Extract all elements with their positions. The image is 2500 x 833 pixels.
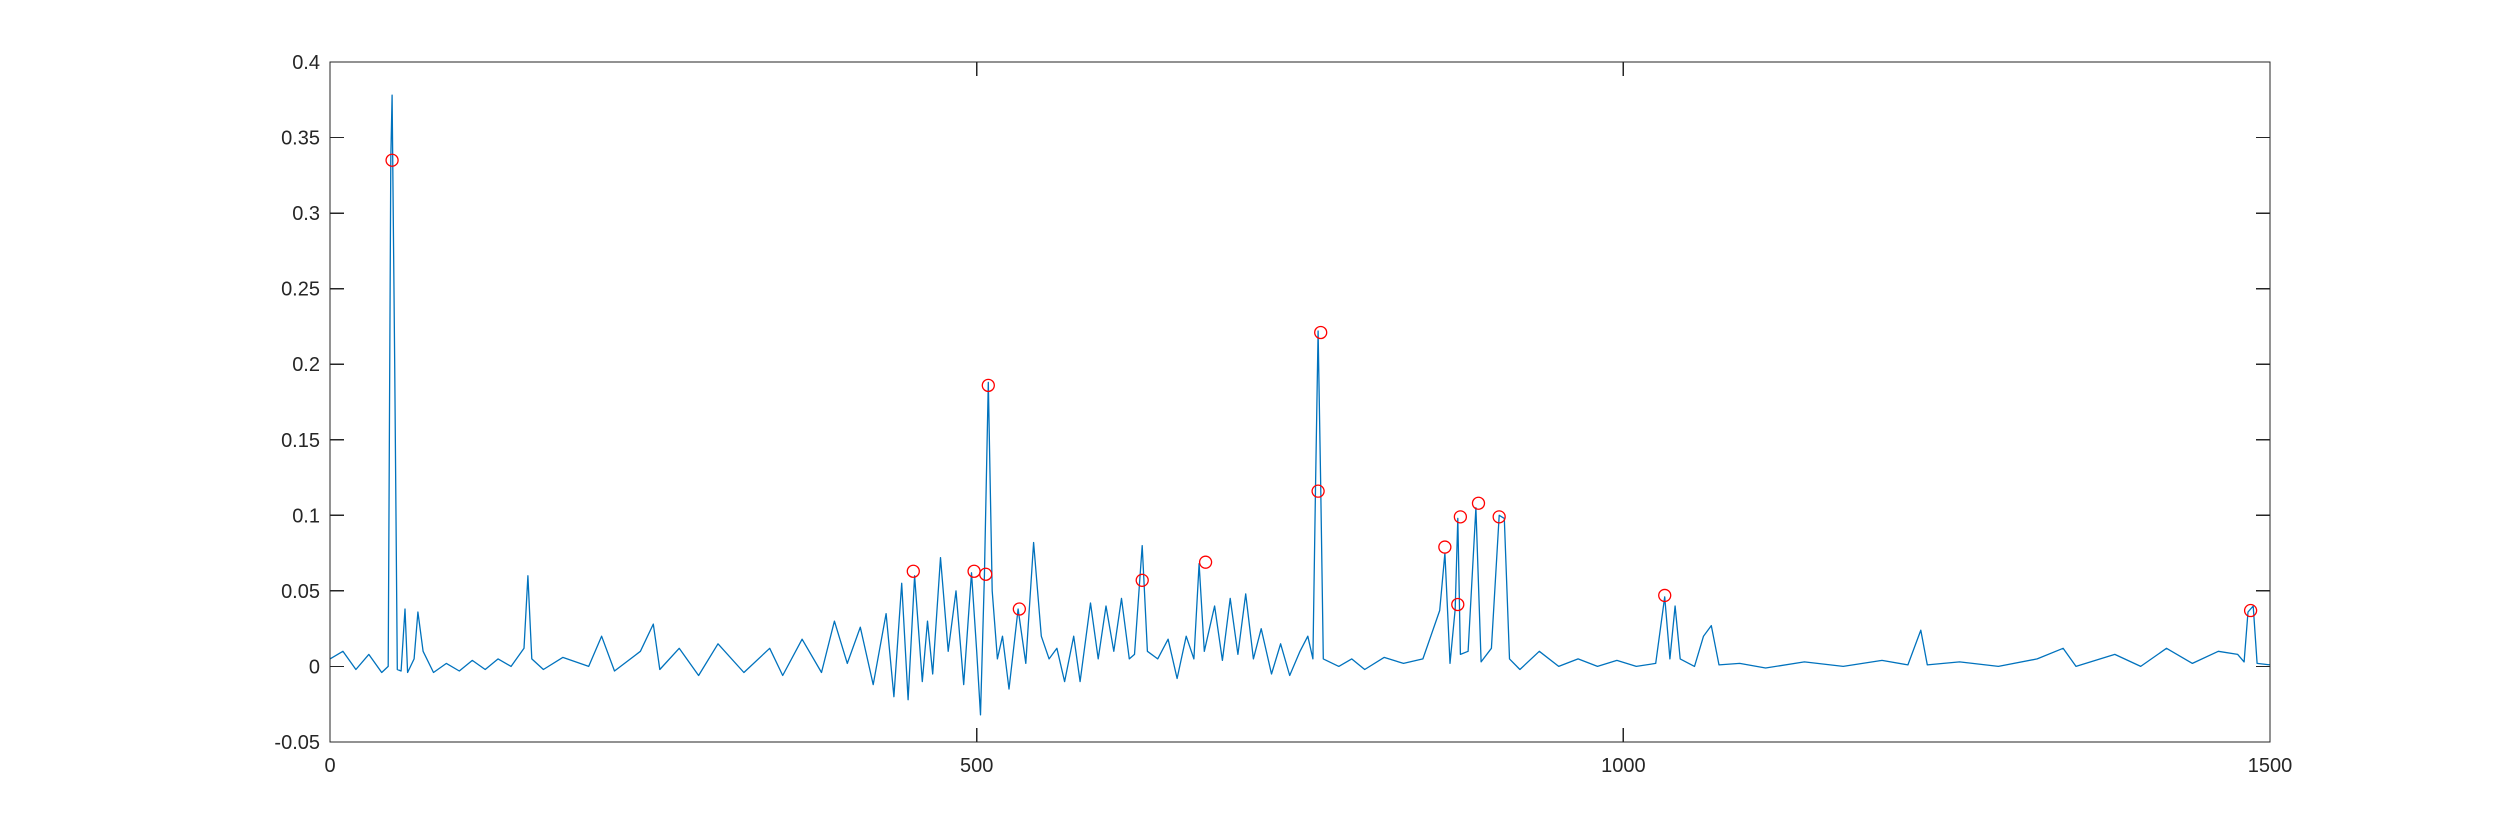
- peak-marker: [2243, 603, 2258, 618]
- peak-markers: [385, 153, 2258, 618]
- x-tick-label: 500: [960, 755, 993, 777]
- y-tick-label: 0.2: [292, 354, 320, 376]
- peak-marker: [1492, 510, 1506, 524]
- y-tick-label: 0: [309, 656, 320, 678]
- y-tick-label: 0.35: [281, 128, 320, 150]
- x-tick-labels: 0 500 1000 1500: [324, 755, 2292, 777]
- x-tick-label: 1000: [1601, 755, 1646, 777]
- peak-marker: [385, 153, 399, 167]
- signal-line-series: [329, 94, 2271, 716]
- plot-area: [329, 94, 2271, 716]
- peak-marker: [1453, 510, 1468, 524]
- peak-marker: [1198, 555, 1213, 569]
- x-tick-label: 1500: [2248, 755, 2293, 777]
- peak-marker: [1135, 573, 1149, 587]
- y-tick-labels: -0.05 0 0.05 0.1 0.15 0.2 0.25 0.3 0.35 0.4: [274, 52, 320, 754]
- x-tick-label: 0: [324, 755, 335, 777]
- y-tick-label: -0.05: [274, 732, 320, 754]
- y-tick-label: 0.15: [281, 430, 320, 452]
- peak-marker: [1438, 540, 1452, 554]
- peak-marker: [967, 564, 981, 578]
- y-tick-label: 0.3: [292, 203, 320, 225]
- peak-marker: [1314, 325, 1328, 340]
- y-tick-label: 0.05: [281, 581, 320, 603]
- peak-marker: [1451, 597, 1465, 612]
- y-tick-label: 0.1: [292, 505, 320, 527]
- peak-marker: [1658, 588, 1672, 603]
- peak-marker: [1311, 484, 1325, 498]
- y-tick-label: 0.25: [281, 279, 320, 301]
- peak-marker: [1471, 496, 1486, 510]
- peak-marker: [1012, 602, 1026, 616]
- peak-marker: [906, 564, 920, 578]
- y-tick-label: 0.4: [292, 52, 320, 74]
- axis-ticks: [329, 61, 2271, 743]
- peak-marker: [981, 378, 995, 393]
- peak-marker: [979, 567, 993, 581]
- axes-box: [329, 61, 2271, 743]
